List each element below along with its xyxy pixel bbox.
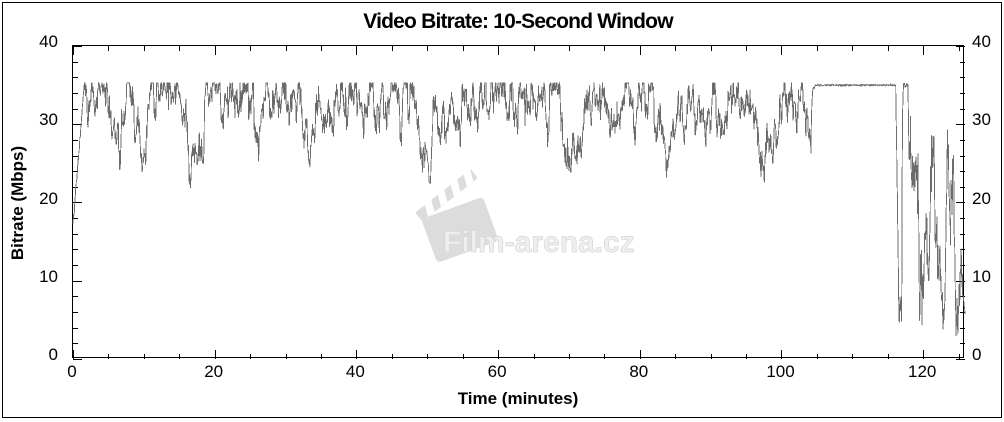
svg-text:Film-arena.cz: Film-arena.cz bbox=[443, 226, 635, 259]
